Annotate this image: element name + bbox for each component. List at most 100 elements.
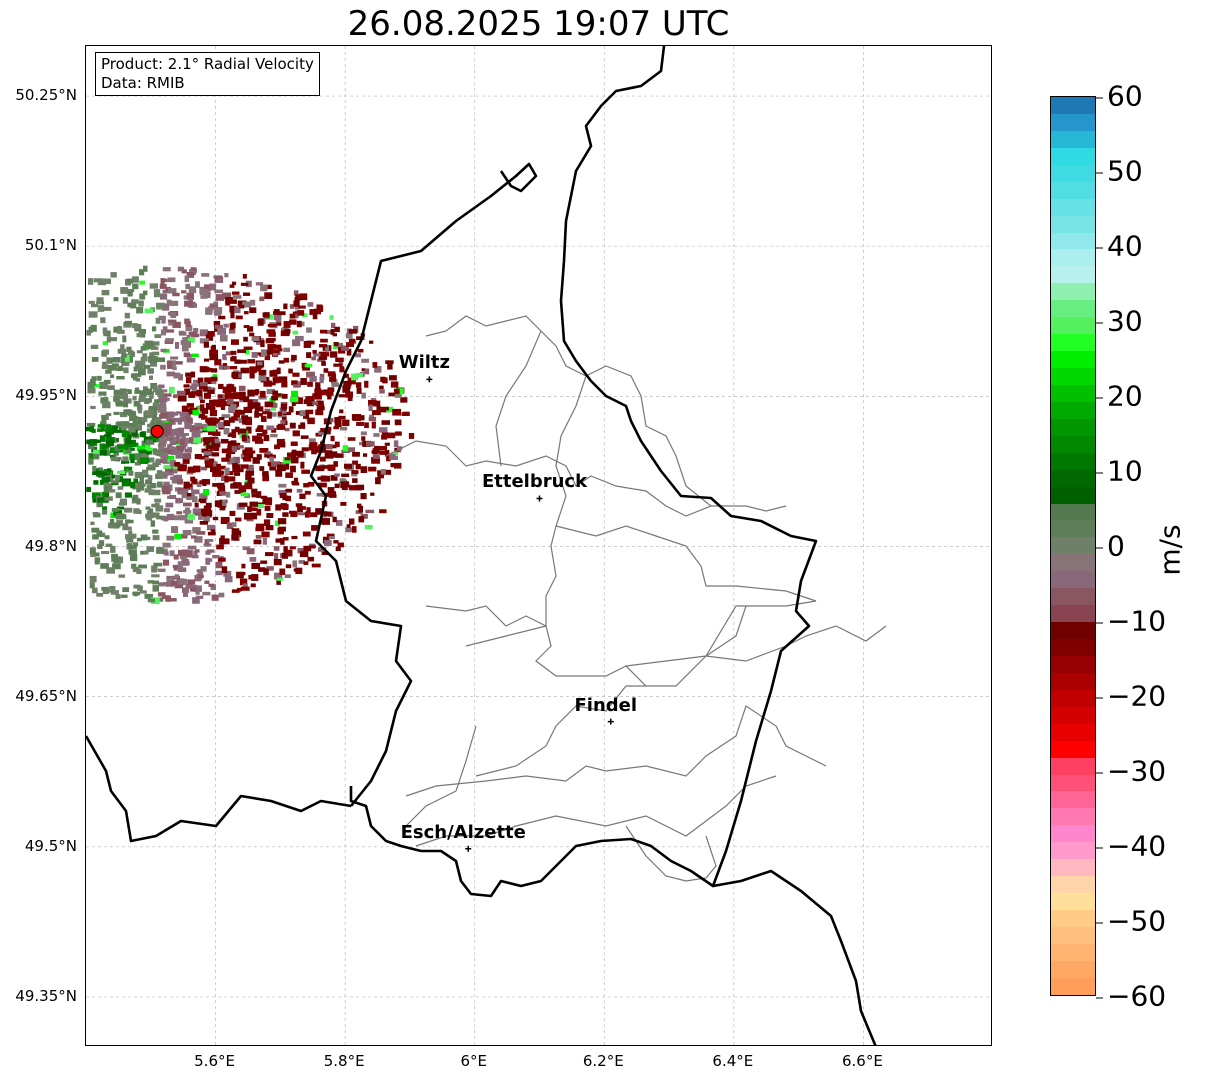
echo-pixel [179,411,187,417]
echo-pixel [105,440,114,447]
echo-pixel [140,534,148,541]
echo-pixel [133,584,141,589]
echo-pixel [213,307,223,314]
echo-pixel [339,409,344,414]
echo-pixel [151,565,158,572]
echo-pixel [215,294,225,301]
echo-pixel [314,446,324,453]
echo-pixel [281,381,288,388]
echo-pixel [315,508,323,515]
echo-pixel [139,457,149,465]
echo-pixel [188,269,197,273]
echo-pixel [360,431,367,436]
echo-pixel [118,574,126,578]
echo-pixel [256,412,263,417]
echo-pixel [145,506,151,510]
echo-pixel [219,506,226,511]
echo-pixel [274,344,282,350]
echo-pixel [140,356,148,362]
colorbar-segment [1051,893,1095,910]
echo-pixel [89,582,95,589]
echo-pixel [285,472,293,478]
colorbar-segment [1051,215,1095,233]
echo-pixel [338,394,348,398]
echo-pixel [216,278,223,284]
echo-pixel [201,408,209,414]
echo-pixel [356,387,362,394]
echo-pixel [123,367,129,374]
echo-pixel [167,415,174,421]
echo-pixel [209,461,218,468]
echo-pixel [271,428,277,433]
echo-pixel [232,463,239,468]
echo-pixel [126,346,132,353]
echo-pixel [219,537,225,545]
echo-pixel [92,439,101,444]
echo-pixel [266,425,275,431]
echo-pixel [129,411,137,417]
echo-pixel [113,392,119,397]
echo-pixel [266,451,271,455]
lat-tick-label: 49.35°N [15,986,77,1005]
echo-pixel [154,450,164,455]
echo-pixel [140,346,147,351]
echo-pixel [161,389,168,393]
echo-pixel [155,389,162,396]
echo-pixel [234,306,241,314]
echo-pixel [328,536,335,540]
echo-pixel [88,459,94,465]
echo-pixel [136,424,142,430]
echo-pixel [166,575,175,580]
echo-pixel [209,283,217,291]
colorbar-segment [1051,571,1095,589]
echo-pixel [246,474,252,480]
echo-pixel [127,290,133,297]
echo-pixel [120,421,130,427]
city-marker-icon [426,376,433,383]
echo-pixel [98,467,103,471]
colorbar-segment [1051,943,1095,961]
echo-pixel [311,563,321,568]
echo-pixel [113,411,120,415]
echo-pixel [267,284,272,290]
echo-pixel [323,539,332,546]
echo-pixel [229,305,237,313]
echo-pixel [224,576,233,583]
echo-pixel [139,432,145,438]
echo-pixel [272,402,278,408]
echo-pixel [114,474,121,481]
echo-pixel [212,418,219,424]
echo-pixel [129,453,139,460]
city-marker-icon [607,718,614,725]
echo-pixel [329,315,334,320]
echo-pixel [316,400,322,405]
echo-pixel [167,319,177,323]
echo-pixel [90,551,96,558]
echo-pixel [186,335,191,340]
echo-pixel [273,546,280,551]
echo-pixel [185,583,193,589]
colorbar-segment [1051,808,1095,826]
echo-pixel [91,376,97,381]
echo-pixel [136,404,143,411]
echo-pixel [345,332,353,339]
echo-pixel [103,469,110,474]
echo-pixel [291,535,298,540]
echo-pixel [221,566,228,574]
echo-pixel [137,420,144,426]
echo-pixel [93,278,103,283]
echo-pixel [230,350,237,355]
echo-pixel [140,474,150,478]
echo-pixel [124,320,133,325]
echo-pixel [229,510,236,517]
echo-pixel [181,558,189,566]
echo-pixel [203,489,210,496]
echo-pixel [181,344,189,352]
echo-pixel [177,561,184,568]
echo-pixel [394,419,402,426]
echo-pixel [126,537,134,543]
echo-pixel [263,568,269,576]
echo-pixel [127,434,132,439]
echo-pixel [148,405,157,412]
echo-pixel [218,557,226,562]
